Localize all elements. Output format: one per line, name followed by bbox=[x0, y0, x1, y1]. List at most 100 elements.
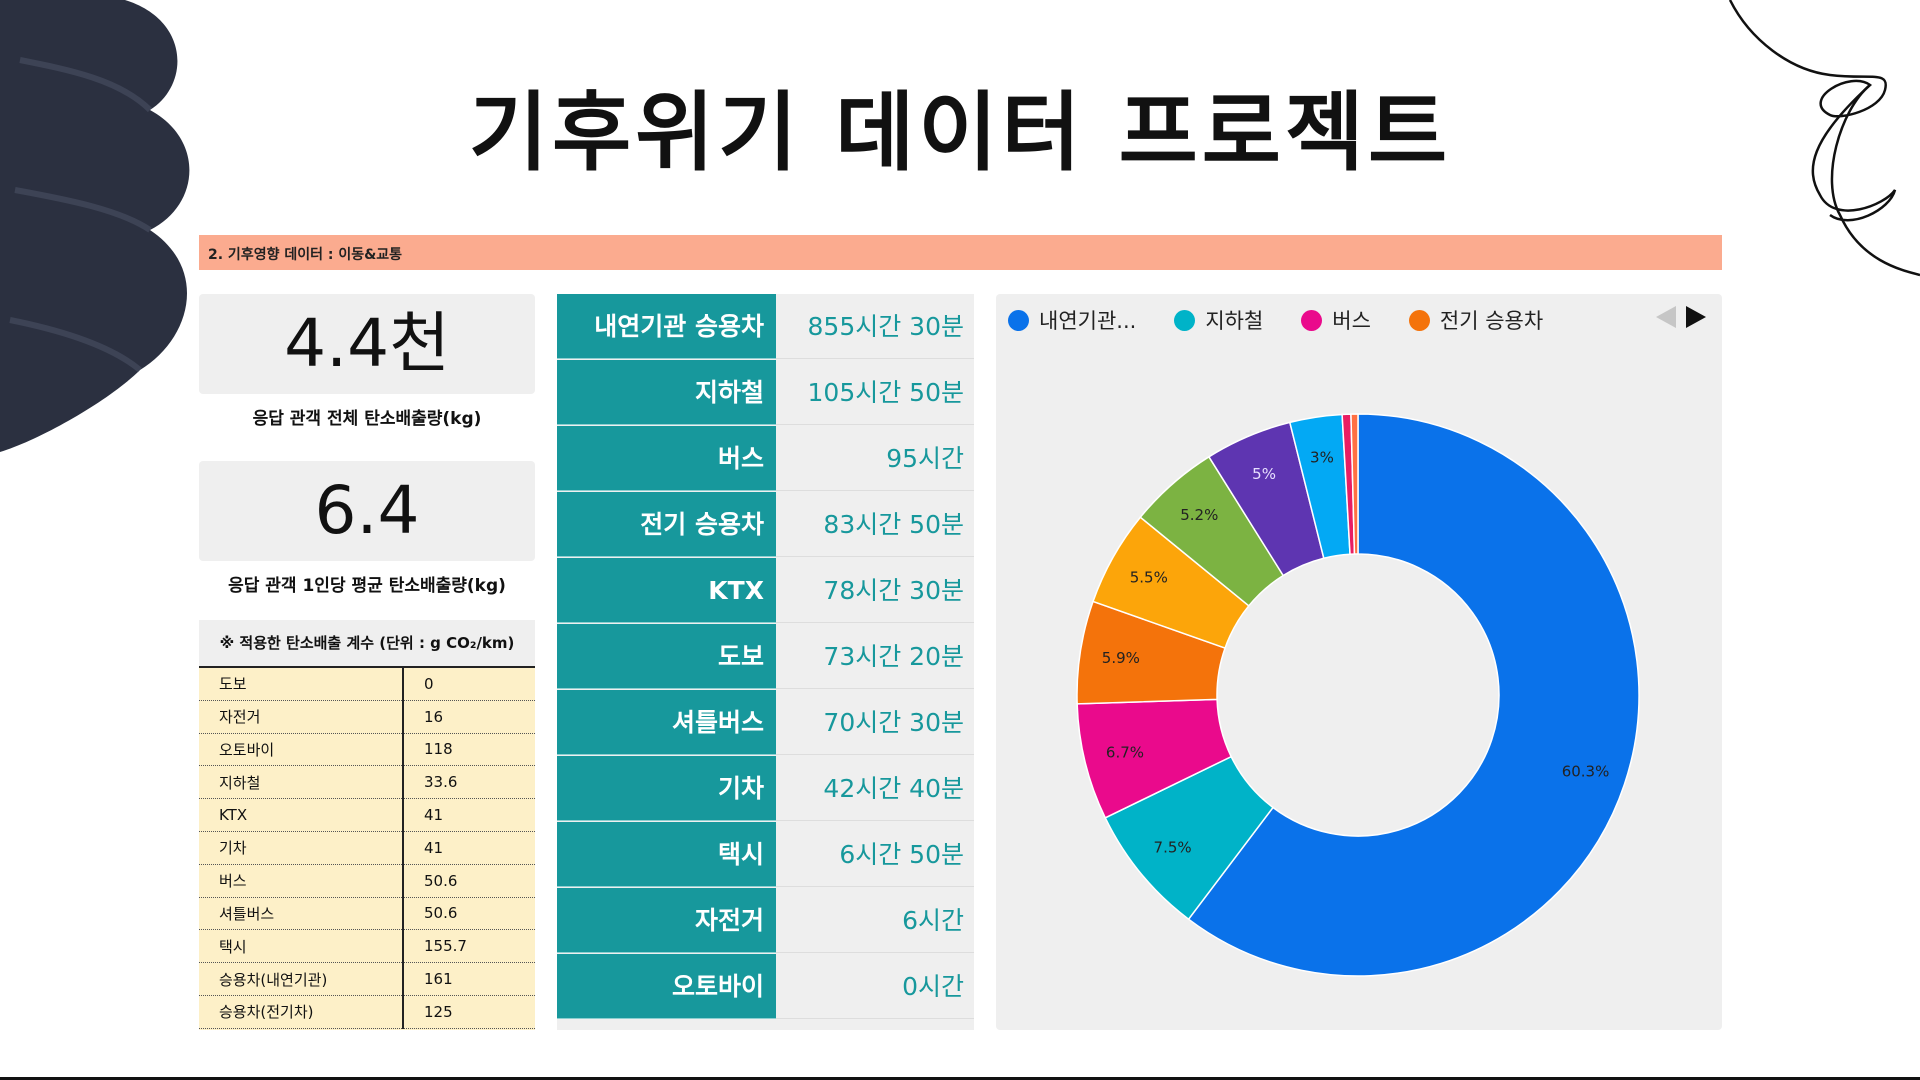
travel-time-row: 버스 95시간 bbox=[557, 426, 974, 492]
slice-data-label: 5.9% bbox=[1102, 649, 1140, 667]
factor-value: 161 bbox=[403, 962, 535, 996]
slice-data-label: 5.5% bbox=[1130, 568, 1168, 586]
page-title: 기후위기 데이터 프로젝트 bbox=[468, 83, 1452, 183]
decorative-squiggle-line bbox=[1728, 0, 1920, 277]
legend-label: 지하철 bbox=[1205, 309, 1264, 333]
travel-mode-label: KTX bbox=[557, 558, 776, 623]
travel-mode-label: 지하철 bbox=[557, 360, 776, 425]
travel-time-row: 자전거 6시간 bbox=[557, 888, 974, 954]
factor-mode: 셔틀버스 bbox=[199, 897, 404, 931]
travel-time-value: 105시간 50분 bbox=[776, 360, 974, 425]
travel-time-value: 855시간 30분 bbox=[776, 294, 974, 359]
legend-dot bbox=[1408, 309, 1430, 331]
avg-emission-card: 6.4 bbox=[199, 461, 535, 561]
table-row: 택시 155.7 bbox=[199, 929, 535, 964]
travel-mode-label: 도보 bbox=[557, 624, 776, 689]
donut-chart: 60.3% 7.5% 6.7% 5.9% 5.5% 5.2% 5% 3% bbox=[1076, 413, 1640, 977]
slice-data-label: 3% bbox=[1310, 449, 1334, 467]
factor-value: 41 bbox=[403, 798, 535, 832]
factor-value: 16 bbox=[403, 700, 535, 734]
travel-mode-label: 전기 승용차 bbox=[557, 492, 776, 557]
factor-value: 155.7 bbox=[403, 929, 535, 964]
travel-time-row: 지하철 105시간 50분 bbox=[557, 360, 974, 426]
travel-time-value: 78시간 30분 bbox=[776, 558, 974, 623]
slice-data-label: 5% bbox=[1252, 465, 1276, 483]
travel-time-row: 기차 42시간 40분 bbox=[557, 756, 974, 822]
factor-mode: 자전거 bbox=[199, 700, 404, 734]
table-row: 셔틀버스 50.6 bbox=[199, 897, 535, 931]
table-row: 자전거 16 bbox=[199, 700, 535, 734]
factor-mode: 승용차(전기차) bbox=[199, 995, 404, 1029]
legend-label: 전기 승용차 bbox=[1439, 309, 1544, 333]
factor-mode: 버스 bbox=[199, 864, 404, 898]
emission-factor-table: ※ 적용한 탄소배출 계수 (단위 : g CO₂/km) 도보 0 자전거 16 … bbox=[199, 620, 535, 1030]
travel-time-value: 70시간 30분 bbox=[776, 690, 974, 755]
travel-time-value: 73시간 20분 bbox=[776, 624, 974, 689]
emission-factor-rows: 도보 0 자전거 16 오토바이 118 지하철 33.6 KTX 41 기차 41 버스 5… bbox=[199, 668, 535, 1029]
travel-mode-label: 내연기관 승용차 bbox=[557, 294, 776, 359]
avg-emission-label: 응답 관객 1인당 평균 탄소배출량(kg) bbox=[228, 576, 506, 596]
factor-mode: 택시 bbox=[199, 929, 404, 964]
section-label: 2. 기후영향 데이터 : 이동&교통 bbox=[208, 247, 403, 263]
donut-slice[interactable] bbox=[1350, 413, 1359, 555]
travel-mode-label: 기차 bbox=[557, 756, 776, 821]
factor-value: 41 bbox=[403, 831, 535, 865]
factor-value: 50.6 bbox=[403, 897, 535, 931]
travel-mode-label: 오토바이 bbox=[557, 954, 776, 1019]
decorative-texture-shape bbox=[0, 0, 190, 452]
legend-label: 내연기관... bbox=[1039, 309, 1137, 333]
travel-time-value: 83시간 50분 bbox=[776, 492, 974, 557]
factor-mode: 승용차(내연기관) bbox=[199, 962, 404, 996]
legend-dot bbox=[1174, 309, 1196, 331]
table-row: 승용차(내연기관) 161 bbox=[199, 962, 535, 996]
factor-mode: KTX bbox=[199, 798, 404, 832]
triangle-right-icon[interactable] bbox=[1686, 306, 1706, 328]
factor-mode: 도보 bbox=[199, 668, 404, 701]
factor-mode: 기차 bbox=[199, 831, 404, 865]
travel-time-value: 95시간 bbox=[776, 426, 974, 491]
donut-slice[interactable] bbox=[1187, 413, 1640, 977]
table-row: 승용차(전기차) 125 bbox=[199, 995, 535, 1029]
legend-item[interactable]: 지하철 bbox=[1174, 305, 1263, 335]
table-row: 버스 50.6 bbox=[199, 864, 535, 898]
travel-time-value: 42시간 40분 bbox=[776, 756, 974, 821]
bottom-rule bbox=[0, 1077, 1920, 1080]
factor-value: 0 bbox=[403, 668, 535, 701]
factor-mode: 지하철 bbox=[199, 765, 404, 800]
slice-data-label: 60.3% bbox=[1562, 762, 1610, 780]
factor-mode: 오토바이 bbox=[199, 733, 404, 767]
triangle-left-icon[interactable] bbox=[1656, 306, 1676, 328]
total-emission-label: 응답 관객 전체 탄소배출량(kg) bbox=[252, 409, 482, 429]
factor-value: 33.6 bbox=[403, 765, 535, 800]
travel-mode-label: 셔틀버스 bbox=[557, 690, 776, 755]
donut-chart-panel: 내연기관... 지하철 버스 전기 승용차 60.3% 7.5% 6.7% 5.9% 5… bbox=[996, 294, 1722, 1030]
total-emission-value: 4.4천 bbox=[284, 305, 450, 382]
section-header-bar: 2. 기후영향 데이터 : 이동&교통 bbox=[199, 235, 1722, 270]
table-row: 도보 0 bbox=[199, 668, 535, 701]
travel-mode-label: 택시 bbox=[557, 822, 776, 887]
table-row: 지하철 33.6 bbox=[199, 765, 535, 800]
slice-data-label: 6.7% bbox=[1106, 743, 1144, 761]
legend-item[interactable]: 버스 bbox=[1301, 305, 1371, 335]
avg-emission-value: 6.4 bbox=[314, 472, 420, 549]
table-row: 오토바이 118 bbox=[199, 733, 535, 767]
travel-time-row: 셔틀버스 70시간 30분 bbox=[557, 690, 974, 756]
travel-mode-label: 버스 bbox=[557, 426, 776, 491]
travel-time-row: 오토바이 0시간 bbox=[557, 954, 974, 1020]
travel-time-value: 6시간 bbox=[776, 888, 974, 953]
legend-dot bbox=[1008, 309, 1029, 331]
travel-time-row: 택시 6시간 50분 bbox=[557, 822, 974, 888]
travel-time-row: 도보 73시간 20분 bbox=[557, 624, 974, 690]
legend-item[interactable]: 전기 승용차 bbox=[1408, 305, 1544, 335]
travel-mode-label: 자전거 bbox=[557, 888, 776, 953]
travel-time-table: 내연기관 승용차 855시간 30분 지하철 105시간 50분 버스 95시간 전기… bbox=[557, 294, 974, 1030]
travel-time-value: 0시간 bbox=[776, 954, 974, 1019]
travel-time-row: 전기 승용차 83시간 50분 bbox=[557, 492, 974, 558]
factor-value: 50.6 bbox=[403, 864, 535, 898]
slice-data-label: 7.5% bbox=[1154, 838, 1192, 856]
factor-value: 125 bbox=[403, 995, 535, 1029]
travel-time-value: 6시간 50분 bbox=[776, 822, 974, 887]
legend-item[interactable]: 내연기관... bbox=[1008, 305, 1136, 335]
travel-time-row: KTX 78시간 30분 bbox=[557, 558, 974, 624]
chart-legend: 내연기관... 지하철 버스 전기 승용차 bbox=[1008, 302, 1581, 338]
